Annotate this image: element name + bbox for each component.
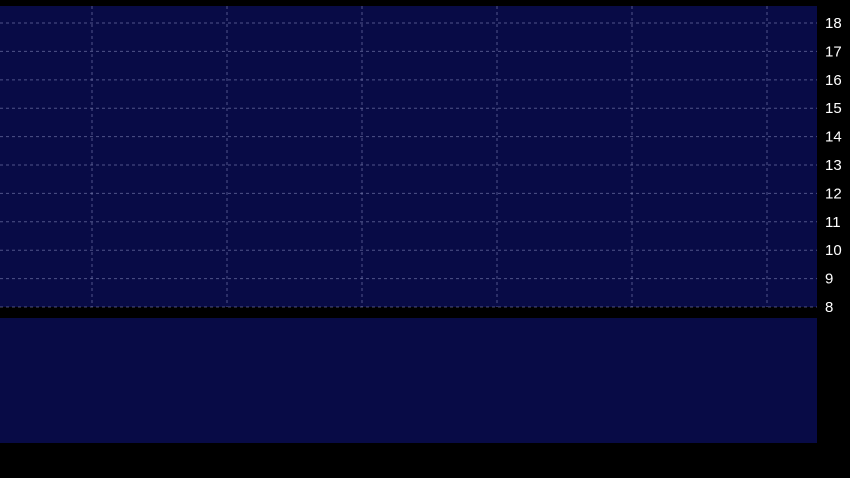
svg-text:16: 16 [825,72,842,89]
svg-text:11: 11 [825,214,841,231]
svg-text:9: 9 [825,271,833,288]
svg-text:17: 17 [825,43,842,60]
svg-text:13: 13 [825,157,842,174]
svg-text:8: 8 [825,299,833,316]
svg-text:10: 10 [825,242,842,259]
svg-text:18: 18 [825,15,842,32]
svg-text:12: 12 [825,185,842,202]
svg-text:14: 14 [825,129,842,146]
svg-text:15: 15 [825,100,842,117]
